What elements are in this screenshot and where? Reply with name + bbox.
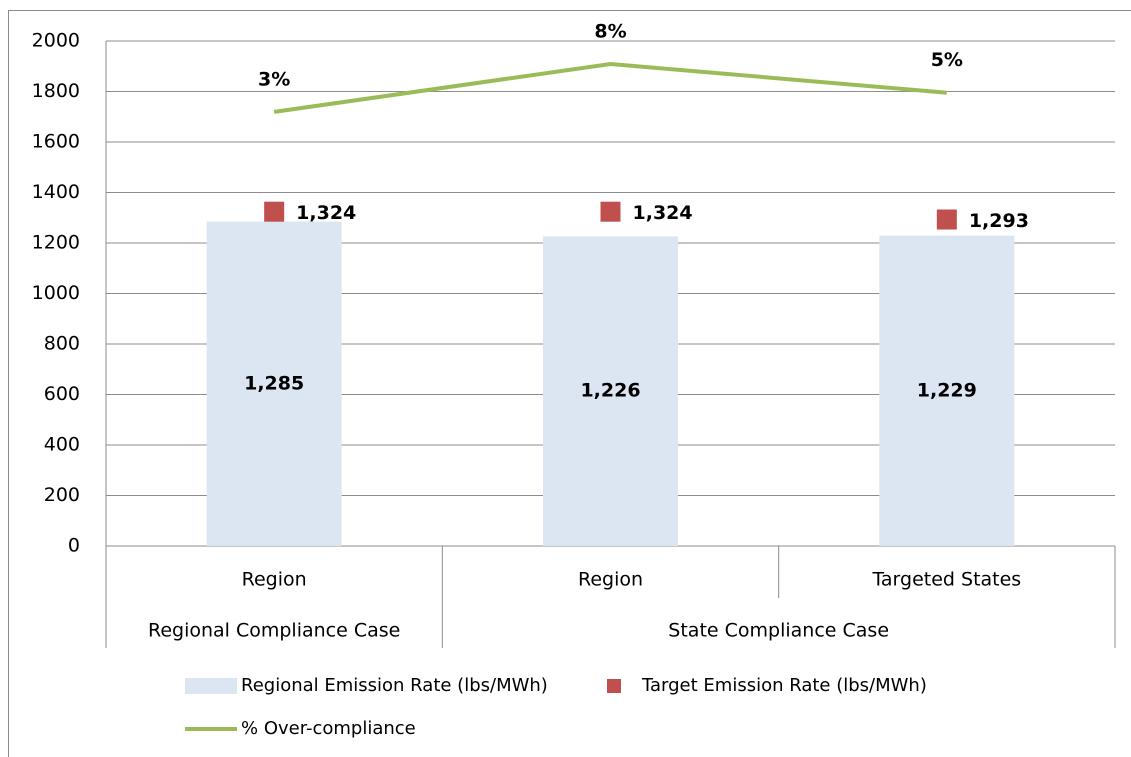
y-tick-label: 1600 xyxy=(32,131,80,153)
y-tick-label: 800 xyxy=(44,333,80,355)
chart-border xyxy=(8,10,1131,757)
x-tick-label: Targeted States xyxy=(871,569,1021,591)
bar xyxy=(543,236,678,546)
y-tick-label: 1000 xyxy=(32,282,80,304)
legend-swatch xyxy=(185,678,237,694)
line-value-label: 8% xyxy=(594,20,626,42)
marker xyxy=(600,201,621,222)
y-tick-label: 0 xyxy=(68,535,80,557)
legend-swatch xyxy=(607,679,621,693)
bar-value-label: 1,229 xyxy=(917,379,977,401)
bar xyxy=(206,221,342,546)
y-tick-label: 600 xyxy=(44,383,80,405)
y-tick-label: 200 xyxy=(44,484,80,506)
legend-label: Regional Emission Rate (lbs/MWh) xyxy=(241,675,548,696)
marker-value-label: 1,324 xyxy=(296,202,356,224)
bar xyxy=(879,235,1015,547)
y-tick-label: 400 xyxy=(44,434,80,456)
line-value-label: 3% xyxy=(258,68,290,90)
marker-value-label: 1,293 xyxy=(969,210,1029,232)
y-tick-label: 1400 xyxy=(32,181,80,203)
x-tick-label: Region xyxy=(578,569,643,591)
legend-label: % Over-compliance xyxy=(241,718,416,739)
marker xyxy=(264,201,285,222)
bar-value-label: 1,226 xyxy=(580,380,640,402)
marker xyxy=(936,209,957,230)
y-tick-label: 2000 xyxy=(32,30,80,52)
marker-value-label: 1,324 xyxy=(633,202,693,224)
legend-label: Target Emission Rate (lbs/MWh) xyxy=(641,675,927,696)
y-tick-label: 1800 xyxy=(32,80,80,102)
line-value-label: 5% xyxy=(931,49,963,71)
line xyxy=(273,61,948,114)
bar-value-label: 1,285 xyxy=(244,372,304,394)
y-tick-label: 1200 xyxy=(32,232,80,254)
group-label: Regional Compliance Case xyxy=(148,620,400,642)
x-tick-label: Region xyxy=(242,569,307,591)
group-label: State Compliance Case xyxy=(668,620,889,642)
